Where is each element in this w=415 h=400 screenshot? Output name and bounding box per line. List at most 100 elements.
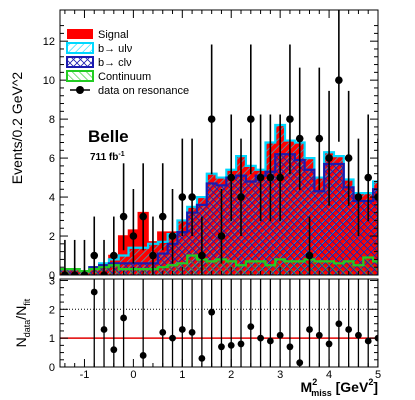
xlabel-m: M	[301, 379, 313, 395]
legend-label-signal: Signal	[98, 29, 129, 41]
data-point	[217, 232, 226, 240]
ratio-y-axis-label: Ndata/Nfit	[13, 298, 32, 347]
data-point	[227, 173, 236, 182]
ratio-point	[90, 288, 98, 296]
ratio-point	[100, 326, 108, 333]
xlabel-sup: 2	[312, 377, 317, 387]
y-tick-label: 12	[43, 36, 55, 48]
ratio-point	[345, 326, 353, 333]
main-panel: 0 2 4 6 8 10 12 Events/0.2 GeV^2 Signal b→ ulν…	[9, 9, 379, 282]
data-point	[158, 212, 167, 221]
data-point	[364, 173, 373, 182]
histogram-fill-bcl	[60, 154, 378, 275]
histogram-outline-continuum	[60, 254, 378, 273]
ratio-point	[178, 326, 186, 333]
ratio-point	[335, 320, 343, 328]
x-tick-label: -1	[80, 369, 90, 381]
main-x-ticks	[64, 10, 379, 275]
ratio-y-axis: 0 1 2 3	[49, 275, 378, 374]
ratio-panel: 0 1 2 3 -1 0 1 2 3 4 5 Ndata/Nfit M2 miss [GeV2]	[13, 275, 381, 398]
data-point	[237, 193, 245, 201]
data-point	[286, 115, 294, 123]
ratio-y-tick-label: 3	[49, 275, 55, 287]
luminosity-sup: -1	[118, 151, 124, 158]
data-point	[276, 173, 284, 182]
y-tick-label: 2	[49, 231, 55, 243]
ratio-point	[355, 331, 362, 339]
legend-swatch-continuum	[66, 70, 94, 82]
ratio-point	[286, 343, 294, 351]
y-tick-label: 6	[49, 153, 55, 165]
legend-label-continuum: Continuum	[98, 71, 151, 83]
data-point	[139, 212, 147, 221]
y-tick-label: 8	[49, 114, 55, 126]
ratio-frame	[59, 278, 379, 368]
data-point	[119, 212, 128, 221]
xlabel-unit: [GeV	[332, 379, 369, 395]
x-axis-label: M2 miss [GeV2]	[301, 377, 378, 398]
luminosity-label: 711 fb-1	[90, 151, 125, 163]
data-point	[295, 134, 304, 143]
data-point	[90, 251, 99, 260]
legend-swatch-b-ulnu	[66, 42, 94, 54]
data-point	[256, 173, 265, 182]
legend-label-b-clnu: b→ clν	[98, 57, 132, 69]
ratio-ylabel-sub1: data	[22, 320, 32, 338]
data-point	[178, 193, 187, 201]
data-point	[315, 134, 324, 143]
y-tick-label: 0	[49, 270, 55, 282]
x-tick-label: 0	[130, 369, 136, 381]
data-point	[207, 115, 216, 123]
x-tick-label: 1	[179, 369, 185, 381]
x-tick-label: 3	[277, 369, 283, 381]
ratio-point	[306, 326, 313, 333]
x-tick-label: 5	[375, 369, 381, 381]
ratio-y-tick-label: 0	[49, 362, 55, 374]
ratio-point	[266, 337, 274, 345]
ratio-point	[188, 328, 196, 336]
ratio-y-tick-label: 2	[49, 304, 55, 316]
y-tick-label: 4	[49, 192, 55, 204]
data-point	[305, 251, 314, 260]
data-point	[129, 232, 138, 240]
luminosity-value: 711 fb	[90, 152, 118, 163]
ratio-point	[325, 340, 333, 348]
ratio-point	[257, 334, 264, 342]
ratio-point	[198, 354, 206, 362]
ratio-point	[227, 341, 235, 349]
main-y-axis: 0 2 4 6 8 10 12	[43, 25, 378, 282]
data-point	[266, 173, 275, 182]
ratio-point	[110, 346, 118, 354]
legend-swatch-b-clnu	[66, 56, 94, 68]
main-plot-area	[60, 10, 378, 275]
ratio-ylabel-mid: /N	[13, 306, 29, 320]
data-point	[188, 193, 196, 201]
y-tick-label: 10	[43, 75, 55, 87]
data-point	[354, 193, 363, 201]
x-tick-label: 4	[326, 369, 332, 381]
ratio-point	[208, 308, 216, 316]
ratio-point	[315, 331, 323, 339]
ratio-point	[296, 359, 304, 367]
experiment-label: Belle	[88, 127, 129, 146]
legend-label-b-ulnu: b→ ulν	[98, 43, 133, 55]
data-point	[149, 251, 157, 260]
data-point	[198, 251, 206, 260]
data-point	[110, 251, 118, 260]
ratio-point	[139, 352, 147, 359]
ratio-plot-area	[60, 279, 378, 367]
ratio-y-tick-label: 1	[49, 333, 55, 345]
xlabel-unit-close: ]	[373, 379, 378, 395]
data-point	[335, 76, 343, 84]
ratio-point	[247, 323, 255, 331]
ratio-x-axis: -1 0 1 2 3 4 5	[64, 359, 381, 381]
x-tick-label: 2	[228, 369, 234, 381]
xlabel-unit-sup: 2	[368, 377, 373, 387]
ratio-ylabel-n: N	[13, 337, 29, 347]
main-y-axis-label: Events/0.2 GeV^2	[9, 72, 25, 185]
data-point	[344, 154, 353, 162]
ratio-point	[237, 340, 245, 348]
ratio-point	[364, 337, 372, 345]
legend-swatch-signal	[67, 29, 93, 39]
